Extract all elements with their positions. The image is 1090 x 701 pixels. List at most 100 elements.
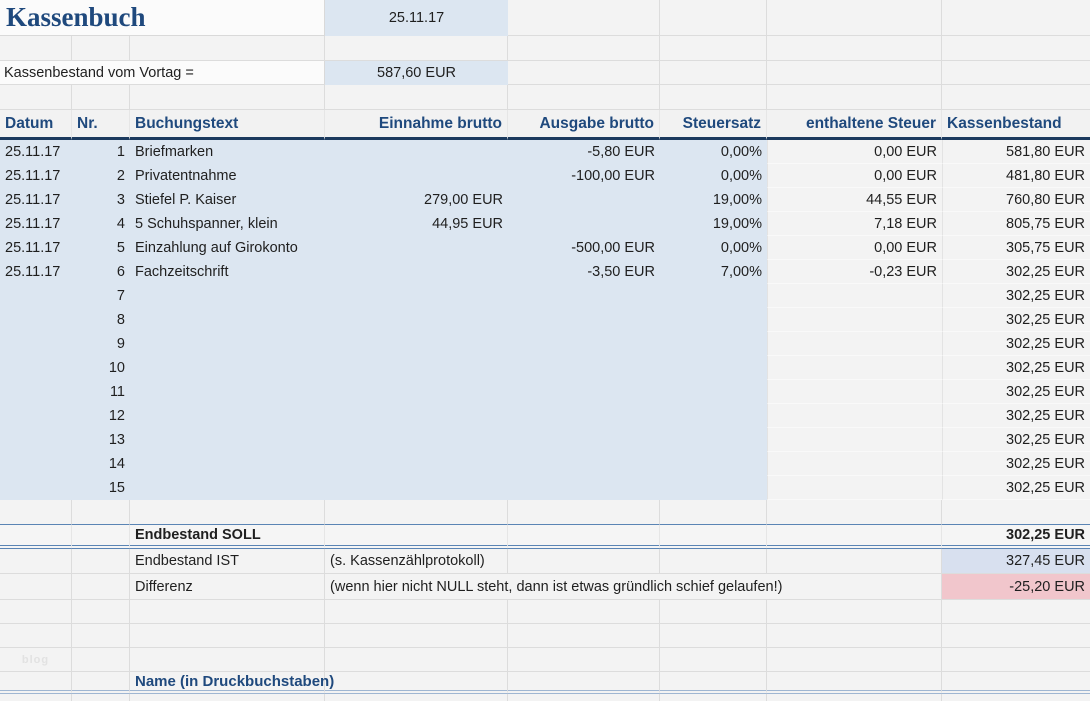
differenz-value[interactable]: -25,20 EUR — [942, 574, 1090, 600]
cell-steuer[interactable]: 0,00 EUR — [767, 164, 943, 188]
empty-cell[interactable] — [942, 0, 1090, 36]
col-header-steuer[interactable]: enthaltene Steuer — [767, 110, 943, 140]
cell-kassenbestand[interactable]: 805,75 EUR — [942, 212, 1090, 236]
cell-nr[interactable]: 15 — [72, 476, 130, 500]
cell-buchungstext[interactable]: Stiefel P. Kaiser — [130, 188, 326, 212]
cell-buchungstext[interactable] — [130, 452, 326, 476]
empty-cell[interactable] — [767, 694, 943, 701]
empty-cell[interactable] — [767, 624, 943, 648]
empty-cell[interactable] — [942, 85, 1090, 110]
cell-datum[interactable] — [0, 476, 72, 500]
name-signature-field[interactable] — [325, 672, 509, 694]
empty-cell[interactable] — [508, 600, 661, 624]
cell-steuersatz[interactable]: 19,00% — [660, 188, 768, 212]
empty-cell[interactable] — [130, 624, 326, 648]
empty-cell[interactable] — [72, 600, 130, 624]
empty-cell[interactable] — [942, 600, 1090, 624]
empty-cell[interactable] — [767, 672, 943, 694]
cell-ausgabe[interactable] — [508, 212, 661, 236]
cell-einnahme[interactable] — [325, 428, 509, 452]
cell-einnahme[interactable] — [325, 236, 509, 260]
empty-cell[interactable] — [660, 694, 768, 701]
cell-datum[interactable] — [0, 332, 72, 356]
col-header-kassenbestand[interactable]: Kassenbestand — [942, 110, 1090, 140]
cell-steuer[interactable] — [767, 476, 943, 500]
cell-kassenbestand[interactable]: 302,25 EUR — [942, 308, 1090, 332]
empty-cell[interactable] — [942, 61, 1090, 85]
cell-steuersatz[interactable]: 0,00% — [660, 140, 768, 164]
cell-einnahme[interactable] — [325, 356, 509, 380]
cell-einnahme[interactable] — [325, 332, 509, 356]
cell-nr[interactable]: 11 — [72, 380, 130, 404]
cell-steuer[interactable]: -0,23 EUR — [767, 260, 943, 284]
empty-cell[interactable] — [660, 85, 768, 110]
cell-nr[interactable]: 13 — [72, 428, 130, 452]
cell-ausgabe[interactable]: -3,50 EUR — [508, 260, 661, 284]
cell-datum[interactable]: 25.11.17 — [0, 188, 72, 212]
empty-cell[interactable] — [660, 524, 768, 549]
watermark-cell[interactable]: blog — [0, 648, 72, 672]
cell-buchungstext[interactable] — [130, 308, 326, 332]
cell-steuer[interactable] — [767, 404, 943, 428]
cell-buchungstext[interactable] — [130, 404, 326, 428]
cell-ausgabe[interactable]: -500,00 EUR — [508, 236, 661, 260]
empty-cell[interactable] — [767, 36, 943, 61]
empty-cell[interactable] — [942, 672, 1090, 694]
col-header-nr[interactable]: Nr. — [72, 110, 130, 140]
cell-buchungstext[interactable] — [130, 476, 326, 500]
cell-datum[interactable] — [0, 404, 72, 428]
cell-einnahme[interactable]: 279,00 EUR — [325, 188, 509, 212]
cell-nr[interactable]: 14 — [72, 452, 130, 476]
cell-steuersatz[interactable]: 0,00% — [660, 164, 768, 188]
cell-einnahme[interactable] — [325, 404, 509, 428]
cell-nr[interactable]: 5 — [72, 236, 130, 260]
empty-cell[interactable] — [130, 500, 326, 524]
cell-buchungstext[interactable] — [130, 332, 326, 356]
empty-cell[interactable] — [508, 0, 661, 36]
cell-steuer[interactable]: 7,18 EUR — [767, 212, 943, 236]
cell-kassenbestand[interactable]: 302,25 EUR — [942, 332, 1090, 356]
empty-cell[interactable] — [660, 624, 768, 648]
soll-label[interactable]: Endbestand SOLL — [130, 524, 326, 549]
empty-cell[interactable] — [72, 694, 130, 701]
empty-cell[interactable] — [325, 600, 509, 624]
cell-buchungstext[interactable]: Privatentnahme — [130, 164, 326, 188]
empty-cell[interactable] — [660, 648, 768, 672]
cell-nr[interactable]: 4 — [72, 212, 130, 236]
cell-steuersatz[interactable] — [660, 452, 768, 476]
empty-cell[interactable] — [72, 574, 130, 600]
cell-ausgabe[interactable] — [508, 188, 661, 212]
cell-steuersatz[interactable] — [660, 308, 768, 332]
cell-datum[interactable]: 25.11.17 — [0, 236, 72, 260]
empty-cell[interactable] — [660, 600, 768, 624]
soll-value[interactable]: 302,25 EUR — [942, 524, 1090, 549]
cell-nr[interactable]: 3 — [72, 188, 130, 212]
name-label[interactable]: Name (in Druckbuchstaben) — [130, 672, 334, 694]
empty-cell[interactable] — [130, 648, 326, 672]
cell-nr[interactable]: 9 — [72, 332, 130, 356]
empty-cell[interactable] — [508, 549, 661, 574]
cell-ausgabe[interactable] — [508, 308, 661, 332]
cell-nr[interactable]: 7 — [72, 284, 130, 308]
cell-steuer[interactable] — [767, 428, 943, 452]
cell-steuersatz[interactable]: 0,00% — [660, 236, 768, 260]
cell-steuersatz[interactable] — [660, 404, 768, 428]
cell-einnahme[interactable]: 44,95 EUR — [325, 212, 509, 236]
cell-kassenbestand[interactable]: 302,25 EUR — [942, 476, 1090, 500]
empty-cell[interactable] — [767, 524, 943, 549]
empty-cell[interactable] — [130, 600, 326, 624]
cell-einnahme[interactable] — [325, 380, 509, 404]
cell-datum[interactable]: 25.11.17 — [0, 140, 72, 164]
empty-cell[interactable] — [130, 36, 326, 61]
col-header-steuersatz[interactable]: Steuersatz — [660, 110, 768, 140]
empty-cell[interactable] — [660, 0, 768, 36]
cell-ausgabe[interactable] — [508, 284, 661, 308]
empty-cell[interactable] — [942, 624, 1090, 648]
cell-steuersatz[interactable]: 7,00% — [660, 260, 768, 284]
cell-steuersatz[interactable]: 19,00% — [660, 212, 768, 236]
empty-cell[interactable] — [508, 648, 661, 672]
ist-label[interactable]: Endbestand IST — [130, 549, 326, 574]
empty-cell[interactable] — [325, 694, 509, 701]
cell-ausgabe[interactable] — [508, 476, 661, 500]
cell-buchungstext[interactable] — [130, 284, 326, 308]
